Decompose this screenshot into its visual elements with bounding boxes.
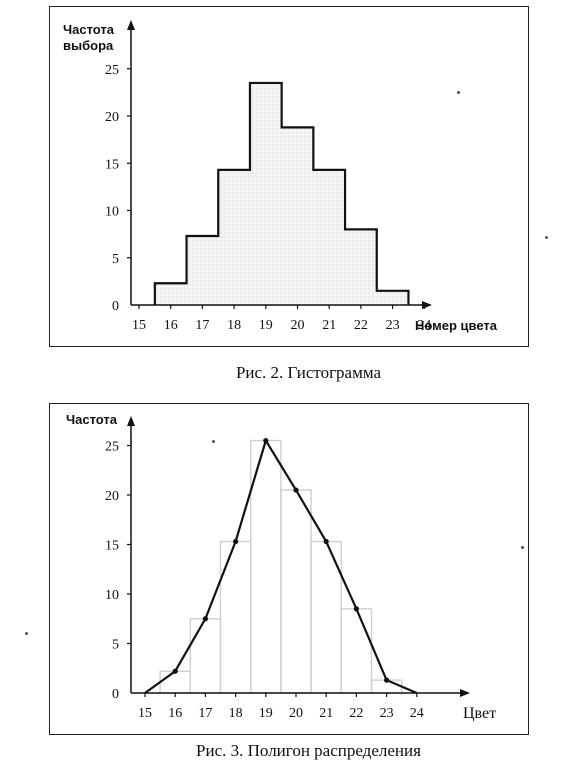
y-tick-label: 0 (112, 299, 119, 314)
x-tick-label: 17 (195, 318, 209, 333)
y-axis-arrow-icon (127, 416, 135, 426)
polygon-point (263, 437, 269, 444)
x-tick-label: 22 (354, 318, 368, 333)
histogram-bar (249, 82, 282, 305)
x-tick-label: 15 (132, 318, 146, 333)
y-tick-label: 10 (105, 205, 119, 220)
polygon-point (172, 668, 178, 674)
y-axis-arrow-icon (127, 20, 135, 30)
y-tick-label: 5 (112, 638, 119, 653)
histogram-ylabel-line2: выбора (63, 38, 114, 53)
histogram-frame (49, 6, 529, 347)
x-axis-arrow-icon (460, 689, 470, 697)
histogram-ylabel-line1: Частота (63, 22, 115, 37)
polygon-point (202, 616, 208, 622)
polygon-point (323, 538, 329, 545)
y-tick-label: 15 (105, 157, 119, 172)
y-tick-label: 25 (105, 440, 119, 455)
y-tick-label: 15 (105, 539, 119, 554)
scan-speck (457, 91, 460, 94)
y-tick-label: 20 (105, 489, 119, 504)
background-bar (189, 618, 222, 694)
polygon-xlabel: Цвет (463, 705, 496, 722)
scan-speck (25, 632, 28, 635)
y-tick-label: 5 (112, 252, 119, 267)
x-tick-label: 15 (138, 706, 152, 721)
histogram-bar (376, 290, 409, 305)
x-tick-label: 23 (380, 706, 394, 721)
polygon-point (384, 677, 390, 683)
x-tick-label: 21 (319, 706, 333, 721)
x-tick-label: 18 (229, 706, 243, 721)
polygon-ylabel: Частота (66, 412, 118, 427)
histogram-chart: Частота выбора Номер цвета 0 5 10 15 20 25 15 1… (63, 20, 498, 333)
polygon-frame (49, 403, 529, 735)
background-bar (219, 540, 252, 694)
y-tick-label: 25 (105, 63, 119, 78)
x-tick-label: 24 (410, 706, 424, 721)
histogram-xlabel: Номер цвета (415, 318, 498, 333)
x-tick-label: 24 (417, 318, 431, 333)
x-tick-label: 22 (349, 706, 363, 721)
scan-speck (212, 440, 215, 443)
x-tick-label: 16 (168, 706, 182, 721)
y-tick-label: 0 (112, 687, 119, 702)
polygon-caption: Рис. 3. Полигон распределения (196, 741, 421, 760)
polygon-line (144, 439, 418, 695)
x-tick-label: 18 (227, 318, 241, 333)
x-tick-label: 20 (289, 706, 303, 721)
histogram-bar (313, 169, 346, 305)
x-tick-label: 16 (164, 318, 178, 333)
polygon-point (353, 606, 359, 612)
background-bar (340, 608, 373, 694)
x-tick-label: 19 (259, 706, 273, 721)
x-tick-label: 19 (259, 318, 273, 333)
histogram-bar (218, 169, 250, 305)
background-bar (159, 670, 192, 694)
background-bar (280, 489, 312, 694)
histogram-bar (281, 127, 314, 305)
histogram-caption: Рис. 2. Гистограмма (235, 363, 382, 382)
polygon-point (293, 487, 299, 493)
histogram-outline (153, 81, 410, 305)
y-tick-label: 20 (105, 110, 119, 125)
polygon-point (233, 538, 239, 545)
x-tick-label: 23 (386, 318, 400, 333)
x-tick-label: 20 (291, 318, 305, 333)
scan-speck (521, 546, 524, 549)
scan-speck (545, 236, 548, 239)
y-tick-label: 10 (105, 588, 119, 603)
histogram-bar (186, 236, 219, 305)
x-tick-label: 17 (198, 706, 212, 721)
histogram-bar (154, 283, 187, 305)
histogram-bar (345, 229, 377, 305)
x-tick-label: 21 (322, 318, 336, 333)
